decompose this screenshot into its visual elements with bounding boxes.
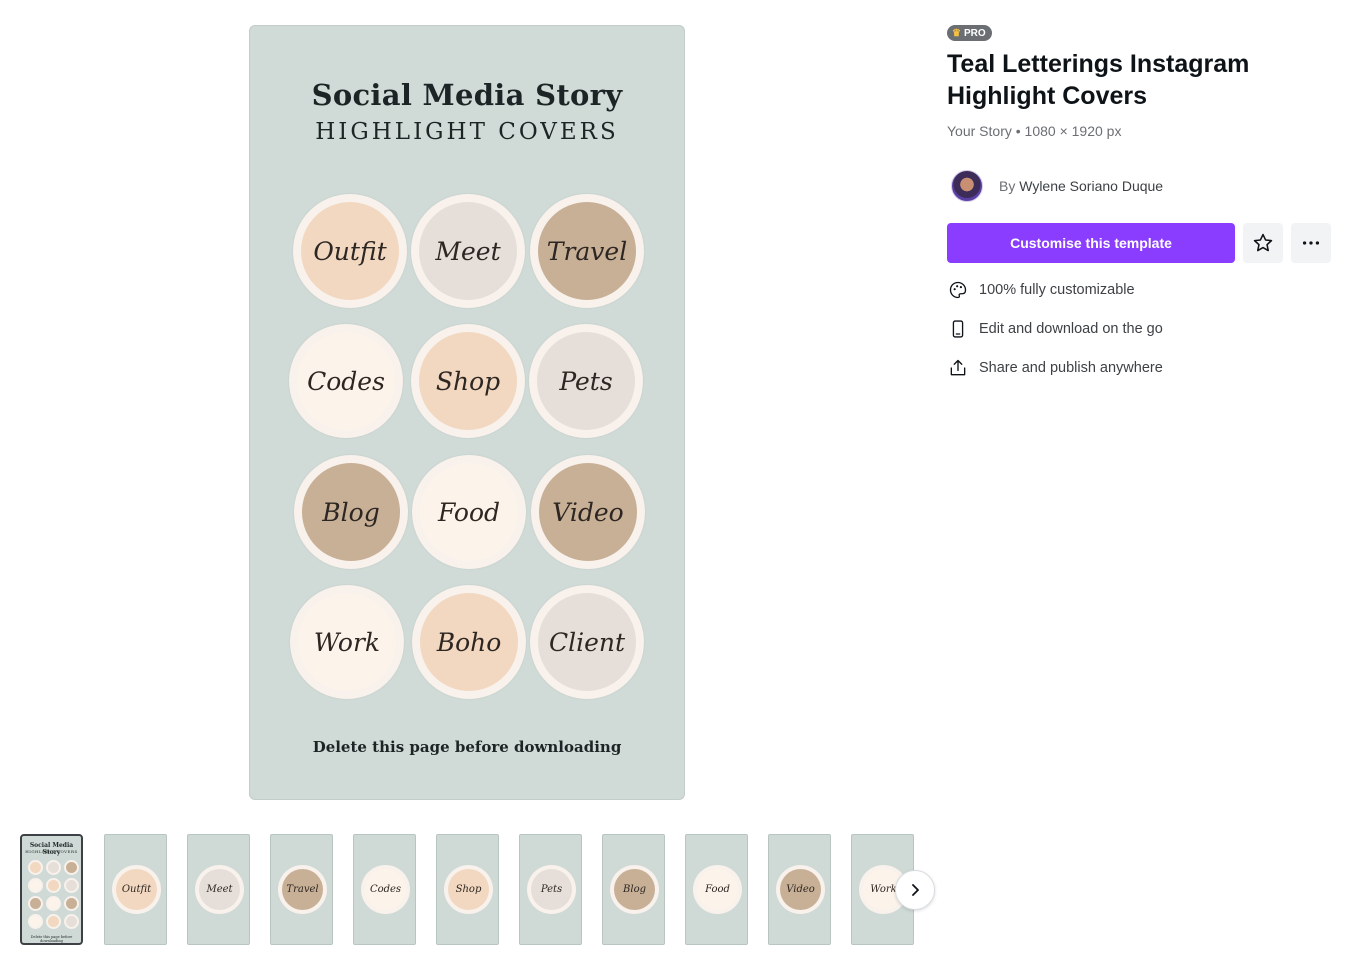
thumbnail-subtitle: HIGHLIGHT COVERS: [25, 849, 78, 854]
thumbnail-page-5[interactable]: Codes: [353, 834, 416, 945]
mini-circle: [64, 878, 79, 893]
author-line: By Wylene Soriano Duque: [999, 178, 1163, 194]
thumbnail-circle: Meet: [195, 865, 244, 914]
thumbnail-circle: Shop: [444, 865, 493, 914]
highlight-label: Video: [539, 463, 637, 561]
favorite-button[interactable]: [1243, 223, 1283, 263]
mini-circle: [46, 914, 61, 929]
feature-label: Share and publish anywhere: [979, 360, 1163, 376]
next-thumbnails-button[interactable]: [895, 870, 935, 910]
thumbnail-label: Food: [697, 869, 738, 910]
thumbnail-page-6[interactable]: Shop: [436, 834, 499, 945]
highlight-label: Blog: [302, 463, 400, 561]
feature-customizable: 100% fully customizable: [947, 278, 1135, 302]
preview-note: Delete this page before downloading: [312, 738, 622, 756]
star-icon: [1253, 233, 1273, 252]
template-meta: Your Story • 1080 × 1920 px: [947, 123, 1122, 139]
highlight-circle: Work: [290, 585, 404, 699]
thumbnail-circle: Pets: [527, 865, 576, 914]
highlight-label: Shop: [419, 332, 517, 430]
feature-label: Edit and download on the go: [979, 321, 1163, 337]
mini-circle: [46, 896, 61, 911]
thumbnail-circle: Travel: [278, 865, 327, 914]
mini-circle: [64, 860, 79, 875]
mini-circle: [64, 914, 79, 929]
highlight-circle: Codes: [289, 324, 403, 438]
highlight-circle: Pets: [529, 324, 643, 438]
highlight-circle: Travel: [530, 194, 644, 308]
thumbnail-circle: Outfit: [112, 865, 161, 914]
thumbnail-circle: Work: [859, 865, 908, 914]
thumbnail-page-10[interactable]: Video: [768, 834, 831, 945]
pro-badge: ♛ PRO: [947, 25, 992, 41]
highlight-label: Meet: [419, 202, 517, 300]
highlight-label: Food: [420, 463, 518, 561]
highlight-circle: Food: [412, 455, 526, 569]
thumbnail-title: Social Media Story: [29, 842, 74, 856]
thumbnail-circle: Video: [776, 865, 825, 914]
highlight-circle: Boho: [412, 585, 526, 699]
crown-icon: ♛: [952, 27, 961, 39]
feature-label: 100% fully customizable: [979, 282, 1135, 298]
highlight-label: Client: [538, 593, 636, 691]
highlight-circle: Video: [531, 455, 645, 569]
highlight-label: Pets: [537, 332, 635, 430]
highlight-label: Work: [298, 593, 396, 691]
mini-circle: [46, 860, 61, 875]
mini-circle: [64, 896, 79, 911]
thumbnail-page-2[interactable]: Outfit: [104, 834, 167, 945]
thumbnail-page-8[interactable]: Blog: [602, 834, 665, 945]
mini-circle: [46, 878, 61, 893]
highlight-label: Codes: [297, 332, 395, 430]
template-preview: Social Media Story HIGHLIGHT COVERS Outf…: [249, 25, 685, 800]
mini-circle: [28, 914, 43, 929]
thumbnail-circle: Food: [693, 865, 742, 914]
thumbnail-label: Video: [780, 869, 821, 910]
highlight-circle: Blog: [294, 455, 408, 569]
chevron-right-icon: [912, 884, 919, 896]
preview-title: Social Media Story: [311, 78, 623, 112]
thumbnail-label: Blog: [614, 869, 655, 910]
author-name[interactable]: Wylene Soriano Duque: [1019, 178, 1164, 194]
thumbnail-page-4[interactable]: Travel: [270, 834, 333, 945]
thumbnail-label: Codes: [365, 869, 406, 910]
thumbnail-label: Meet: [199, 869, 240, 910]
feature-mobile: Edit and download on the go: [947, 317, 1163, 341]
thumbnail-page-7[interactable]: Pets: [519, 834, 582, 945]
highlight-label: Outfit: [301, 202, 399, 300]
thumbnail-circle: Blog: [610, 865, 659, 914]
thumbnail-label: Pets: [531, 869, 572, 910]
mini-circle: [28, 860, 43, 875]
mini-circle: [28, 878, 43, 893]
more-horizontal-icon: [1302, 241, 1320, 245]
highlight-circle: Outfit: [293, 194, 407, 308]
more-options-button[interactable]: [1291, 223, 1331, 263]
thumbnail-page-9[interactable]: Food: [685, 834, 748, 945]
thumbnail-circle: Codes: [361, 865, 410, 914]
feature-share: Share and publish anywhere: [947, 356, 1163, 380]
highlight-circle: Meet: [411, 194, 525, 308]
thumbnail-label: Shop: [448, 869, 489, 910]
thumbnail-note: Delete this page before downloading: [30, 935, 73, 943]
highlight-circle: Shop: [411, 324, 525, 438]
highlight-circle: Client: [530, 585, 644, 699]
highlight-label: Boho: [420, 593, 518, 691]
template-title: Teal Letterings Instagram Highlight Cove…: [947, 50, 1250, 110]
thumbnail-page-1[interactable]: Social Media Story HIGHLIGHT COVERS Dele…: [20, 834, 83, 945]
preview-subtitle: HIGHLIGHT COVERS: [315, 119, 619, 145]
thumbnail-label: Outfit: [116, 869, 157, 910]
mini-circle: [28, 896, 43, 911]
thumbnail-label: Travel: [282, 869, 323, 910]
phone-icon: [947, 318, 969, 340]
highlight-label: Travel: [538, 202, 636, 300]
palette-icon: [947, 279, 969, 301]
author-avatar[interactable]: [951, 170, 983, 202]
page-thumbnails: Social Media Story HIGHLIGHT COVERS Dele…: [20, 834, 914, 946]
customise-template-button[interactable]: Customise this template: [947, 223, 1235, 263]
thumbnail-page-3[interactable]: Meet: [187, 834, 250, 945]
author-prefix: By: [999, 178, 1016, 194]
share-icon: [947, 357, 969, 379]
pro-badge-label: PRO: [963, 27, 986, 39]
